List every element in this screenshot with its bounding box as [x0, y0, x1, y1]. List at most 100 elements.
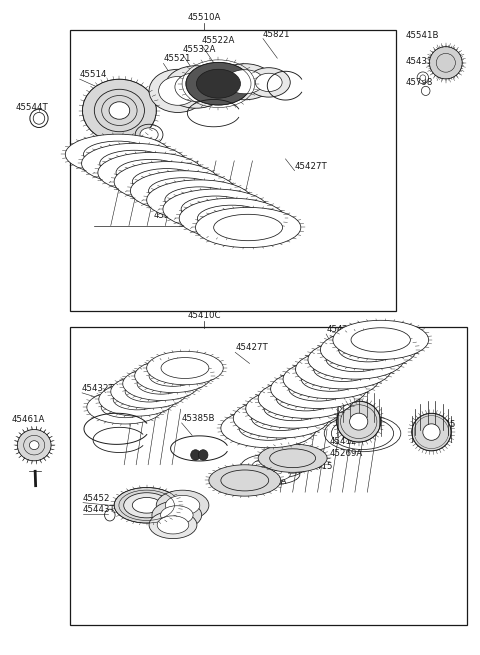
Ellipse shape — [149, 365, 197, 386]
Ellipse shape — [111, 375, 187, 408]
Text: 45385B: 45385B — [181, 414, 215, 423]
Ellipse shape — [338, 337, 398, 362]
Ellipse shape — [252, 406, 311, 430]
Ellipse shape — [157, 516, 189, 534]
Ellipse shape — [430, 47, 462, 79]
Ellipse shape — [149, 69, 206, 113]
Ellipse shape — [123, 367, 199, 400]
Text: 45421A: 45421A — [326, 325, 360, 334]
Text: 45451: 45451 — [179, 505, 206, 514]
Ellipse shape — [125, 381, 173, 402]
Ellipse shape — [98, 153, 203, 193]
Ellipse shape — [301, 367, 360, 391]
Bar — [70, 30, 396, 311]
Ellipse shape — [420, 75, 426, 81]
Text: 45611: 45611 — [316, 394, 343, 403]
Ellipse shape — [181, 196, 250, 223]
Text: 45611: 45611 — [120, 119, 148, 128]
Ellipse shape — [175, 73, 217, 102]
Ellipse shape — [33, 113, 45, 124]
Ellipse shape — [179, 198, 285, 238]
Ellipse shape — [289, 377, 348, 401]
Ellipse shape — [165, 66, 227, 108]
Text: 45412: 45412 — [330, 438, 358, 447]
Ellipse shape — [113, 389, 161, 410]
Ellipse shape — [17, 430, 51, 460]
Ellipse shape — [276, 386, 336, 411]
Ellipse shape — [333, 320, 429, 360]
Ellipse shape — [296, 350, 391, 389]
Ellipse shape — [252, 458, 295, 474]
Ellipse shape — [209, 465, 281, 496]
Text: 45427T: 45427T — [295, 162, 327, 171]
Ellipse shape — [308, 340, 404, 379]
Ellipse shape — [116, 159, 185, 186]
Text: 45544T: 45544T — [16, 103, 49, 112]
Ellipse shape — [95, 89, 144, 132]
Ellipse shape — [196, 69, 240, 98]
Ellipse shape — [147, 351, 223, 384]
Ellipse shape — [216, 64, 274, 100]
Ellipse shape — [252, 468, 290, 481]
Ellipse shape — [165, 495, 200, 515]
Ellipse shape — [430, 47, 462, 79]
Text: 45532A: 45532A — [182, 45, 216, 54]
Text: 45410C: 45410C — [187, 310, 221, 320]
Ellipse shape — [247, 67, 290, 97]
Text: 45444: 45444 — [163, 359, 191, 368]
Ellipse shape — [160, 506, 193, 525]
Text: 45461A: 45461A — [11, 415, 45, 424]
Ellipse shape — [137, 373, 185, 394]
Text: 45541B: 45541B — [405, 31, 439, 40]
Ellipse shape — [191, 450, 200, 460]
Text: 45798: 45798 — [405, 78, 432, 87]
Ellipse shape — [349, 413, 368, 430]
Ellipse shape — [82, 143, 187, 183]
Ellipse shape — [271, 369, 366, 409]
Text: 45269A: 45269A — [330, 449, 363, 458]
Text: 45513: 45513 — [248, 78, 275, 87]
Ellipse shape — [83, 79, 156, 141]
Ellipse shape — [135, 359, 211, 392]
Ellipse shape — [221, 409, 317, 448]
Ellipse shape — [83, 79, 156, 141]
Ellipse shape — [156, 490, 209, 520]
Ellipse shape — [124, 493, 169, 518]
Ellipse shape — [99, 383, 175, 416]
Ellipse shape — [258, 444, 327, 472]
Ellipse shape — [351, 328, 410, 352]
Text: 45385B: 45385B — [199, 88, 233, 97]
Text: 45514: 45514 — [80, 70, 107, 79]
Ellipse shape — [186, 62, 251, 105]
Ellipse shape — [214, 214, 283, 240]
Ellipse shape — [140, 128, 158, 141]
Text: 45821: 45821 — [263, 29, 290, 39]
Bar — [70, 328, 468, 625]
Ellipse shape — [255, 73, 282, 92]
Ellipse shape — [197, 205, 266, 231]
Ellipse shape — [24, 436, 45, 455]
Text: 45441A: 45441A — [253, 477, 287, 485]
Ellipse shape — [132, 168, 201, 195]
Ellipse shape — [246, 389, 341, 428]
Ellipse shape — [29, 441, 39, 449]
Text: 45452: 45452 — [83, 494, 110, 502]
Ellipse shape — [165, 187, 234, 214]
Ellipse shape — [270, 449, 316, 468]
Ellipse shape — [149, 178, 217, 204]
Ellipse shape — [100, 150, 168, 177]
Ellipse shape — [336, 401, 381, 442]
Ellipse shape — [65, 134, 170, 174]
Ellipse shape — [101, 397, 149, 418]
Ellipse shape — [198, 450, 208, 460]
Ellipse shape — [283, 360, 379, 399]
Text: 45432T: 45432T — [82, 384, 115, 393]
Ellipse shape — [87, 390, 163, 424]
Ellipse shape — [131, 171, 236, 211]
Ellipse shape — [132, 497, 161, 513]
Ellipse shape — [412, 413, 451, 451]
Text: 45427T: 45427T — [235, 343, 268, 352]
Ellipse shape — [109, 102, 130, 119]
Ellipse shape — [17, 430, 51, 460]
Ellipse shape — [258, 379, 354, 419]
